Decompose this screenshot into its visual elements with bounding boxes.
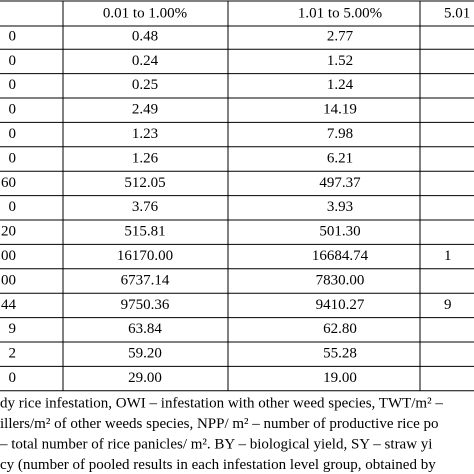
cell: 1	[444, 248, 452, 264]
header-cell: 1.01 to 5.00%	[298, 5, 382, 21]
cell: 16170.00	[117, 248, 173, 264]
cell: 2	[9, 346, 17, 362]
cell: 16684.74	[312, 248, 369, 264]
cell: 1.24	[327, 77, 354, 93]
cell: 512.05	[124, 175, 165, 191]
cell: 0	[9, 77, 17, 93]
header-cell: 5.01	[444, 5, 470, 21]
cell: 0	[9, 53, 17, 69]
cell: 0.24	[132, 53, 159, 69]
cell: 6737.14	[121, 272, 170, 288]
cell: 20	[1, 224, 16, 240]
cell: 7830.00	[316, 272, 365, 288]
cell: 55.28	[323, 346, 357, 362]
cell: 1.26	[132, 150, 159, 166]
cell: 60	[1, 175, 16, 191]
cell: 2.77	[327, 28, 354, 44]
cell: 19.00	[323, 370, 357, 386]
cell: 9	[444, 297, 452, 313]
cell: 0	[9, 28, 17, 44]
cell: 14.19	[323, 102, 357, 118]
cell: 515.81	[124, 224, 165, 240]
cell: 63.84	[128, 321, 162, 337]
cell: 3.93	[327, 199, 353, 215]
cell: 7.98	[327, 126, 353, 142]
footnote: cy (number of pooled results in each inf…	[0, 457, 436, 473]
footnote: dy rice infestation, OWI – infestation w…	[0, 395, 443, 411]
footnote: – total number of rice panicles/ m². BY …	[0, 436, 432, 452]
cell: 1.23	[132, 126, 158, 142]
cell: 9	[9, 321, 17, 337]
cell: .00	[0, 248, 16, 264]
cell: 9750.36	[121, 297, 170, 313]
footnote: illers/m² of other weeds species, NPP/ m…	[0, 416, 438, 432]
cell: 9410.27	[316, 297, 365, 313]
cell: 501.30	[319, 224, 360, 240]
cell: 0	[9, 199, 17, 215]
cell: 0.48	[132, 28, 158, 44]
cell: 0	[9, 102, 17, 118]
cell: 6.21	[327, 150, 353, 166]
cell: 0	[9, 370, 17, 386]
cell: .44	[0, 297, 17, 313]
cell: 0	[9, 126, 17, 142]
cell: 2.49	[132, 102, 158, 118]
header-cell: 0.01 to 1.00%	[103, 5, 187, 21]
cell: 00	[1, 272, 16, 288]
cell: 62.80	[323, 321, 357, 337]
cell: 1.52	[327, 53, 353, 69]
cell: 59.20	[128, 346, 162, 362]
cell: 497.37	[319, 175, 361, 191]
cell: 0	[9, 150, 17, 166]
cell: 3.76	[132, 199, 159, 215]
cell: 0.25	[132, 77, 158, 93]
cell: 29.00	[128, 370, 162, 386]
